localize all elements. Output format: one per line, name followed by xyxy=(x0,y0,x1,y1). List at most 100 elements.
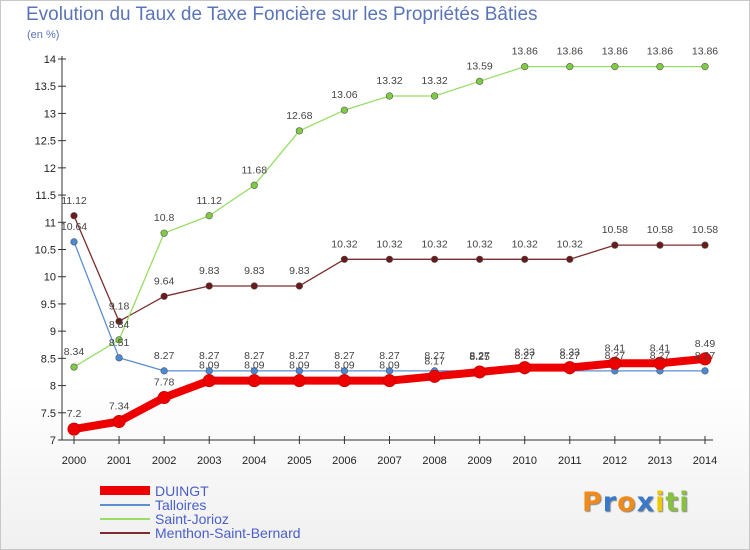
data-point xyxy=(563,361,577,375)
data-label: 8.49 xyxy=(695,338,716,350)
data-label: 11.12 xyxy=(196,195,222,207)
data-label: 8.41 xyxy=(650,342,671,354)
data-point xyxy=(295,127,303,135)
data-point xyxy=(566,63,574,71)
x-tick-label: 2000 xyxy=(62,455,86,467)
y-tick-label: 13 xyxy=(44,108,56,120)
data-point xyxy=(295,282,303,290)
proxiti-logo: Proxiti xyxy=(582,487,690,518)
data-point xyxy=(656,241,664,249)
data-label: 8.09 xyxy=(289,360,310,372)
data-label: 10.32 xyxy=(331,238,357,250)
data-label: 10.8 xyxy=(154,212,175,224)
data-label: 9.83 xyxy=(289,265,310,277)
data-point xyxy=(67,422,81,436)
legend-item: Menthon-Saint-Bernard xyxy=(100,525,360,541)
data-point xyxy=(701,63,709,71)
data-label: 13.32 xyxy=(421,75,447,87)
chart-title: Evolution du Taux de Taxe Foncière sur l… xyxy=(26,4,538,25)
logo-letter: i xyxy=(655,487,666,518)
data-point xyxy=(701,241,709,249)
x-tick-label: 2005 xyxy=(287,455,311,467)
data-label: 7.34 xyxy=(109,400,130,412)
data-point xyxy=(250,181,258,189)
data-label: 8.51 xyxy=(109,337,130,349)
logo-letter: x xyxy=(636,487,656,518)
data-point xyxy=(202,374,216,388)
data-label: 11.12 xyxy=(61,195,87,207)
data-label: 10.64 xyxy=(61,221,87,233)
data-label: 7.2 xyxy=(67,408,82,420)
legend-swatch xyxy=(100,518,150,520)
legend-swatch xyxy=(100,504,150,506)
data-label: 8.27 xyxy=(334,350,355,362)
x-tick-label: 2012 xyxy=(603,455,627,467)
data-label: 8.27 xyxy=(154,350,175,362)
data-label: 8.27 xyxy=(514,350,535,362)
y-tick-label: 9 xyxy=(50,326,56,338)
logo-letter: i xyxy=(679,487,690,518)
data-point xyxy=(112,414,126,428)
data-point xyxy=(337,374,351,388)
data-point xyxy=(611,241,619,249)
data-point xyxy=(701,367,709,375)
y-tick-label: 9.5 xyxy=(41,299,56,311)
data-label: 8.27 xyxy=(199,350,220,362)
data-label: 8.27 xyxy=(605,350,626,362)
data-label: 10.32 xyxy=(376,238,402,250)
data-point xyxy=(476,77,484,85)
data-point xyxy=(292,374,306,388)
data-label: 8.09 xyxy=(199,360,220,372)
data-point xyxy=(476,255,484,263)
data-point xyxy=(157,391,171,405)
data-label: 8.33 xyxy=(560,347,581,359)
data-label: 8.17 xyxy=(424,355,445,367)
chart-subtitle: (en %) xyxy=(27,29,60,41)
data-point xyxy=(70,238,78,246)
data-label: 9.83 xyxy=(244,265,265,277)
x-tick-label: 2008 xyxy=(422,455,446,467)
data-point xyxy=(430,92,439,100)
y-tick-label: 11.5 xyxy=(35,190,56,202)
data-label: 12.68 xyxy=(286,110,312,122)
data-point xyxy=(115,336,123,344)
data-label: 13.86 xyxy=(647,46,673,58)
x-tick-label: 2001 xyxy=(107,455,131,467)
data-point xyxy=(521,63,529,71)
data-label: 8.27 xyxy=(695,350,716,362)
data-point xyxy=(115,354,123,362)
y-tick-label: 12 xyxy=(44,163,56,175)
data-label: 13.59 xyxy=(467,60,493,72)
data-label: 8.09 xyxy=(244,360,265,372)
data-point xyxy=(205,282,213,290)
y-tick-label: 13.5 xyxy=(35,81,56,93)
data-label: 8.27 xyxy=(650,350,671,362)
legend-item: Saint-Jorioz xyxy=(100,511,360,527)
legend-item: DUINGT xyxy=(100,483,360,499)
y-tick-label: 10 xyxy=(44,272,56,284)
data-point xyxy=(608,356,622,370)
legend-label: Saint-Jorioz xyxy=(155,511,229,527)
data-label: 9.83 xyxy=(199,265,220,277)
data-point xyxy=(340,106,349,114)
data-label: 13.86 xyxy=(692,46,718,58)
data-label: 8.27 xyxy=(244,350,265,362)
x-tick-label: 2014 xyxy=(693,455,717,467)
data-label: 13.06 xyxy=(331,89,357,101)
y-tick-label: 12.5 xyxy=(35,136,56,148)
y-tick-label: 11 xyxy=(45,217,56,229)
data-label: 13.32 xyxy=(376,75,402,87)
data-point xyxy=(473,365,487,379)
data-point xyxy=(205,212,213,220)
data-point xyxy=(70,363,78,371)
data-label: 8.27 xyxy=(469,350,490,362)
logo-letter: t xyxy=(665,487,680,518)
data-label: 10.32 xyxy=(421,238,447,250)
data-point xyxy=(70,212,78,220)
data-label: 10.32 xyxy=(467,238,493,250)
y-tick-label: 8.5 xyxy=(41,353,56,365)
x-tick-label: 2003 xyxy=(197,455,221,467)
logo-letter: P xyxy=(582,487,603,518)
data-point xyxy=(247,374,261,388)
